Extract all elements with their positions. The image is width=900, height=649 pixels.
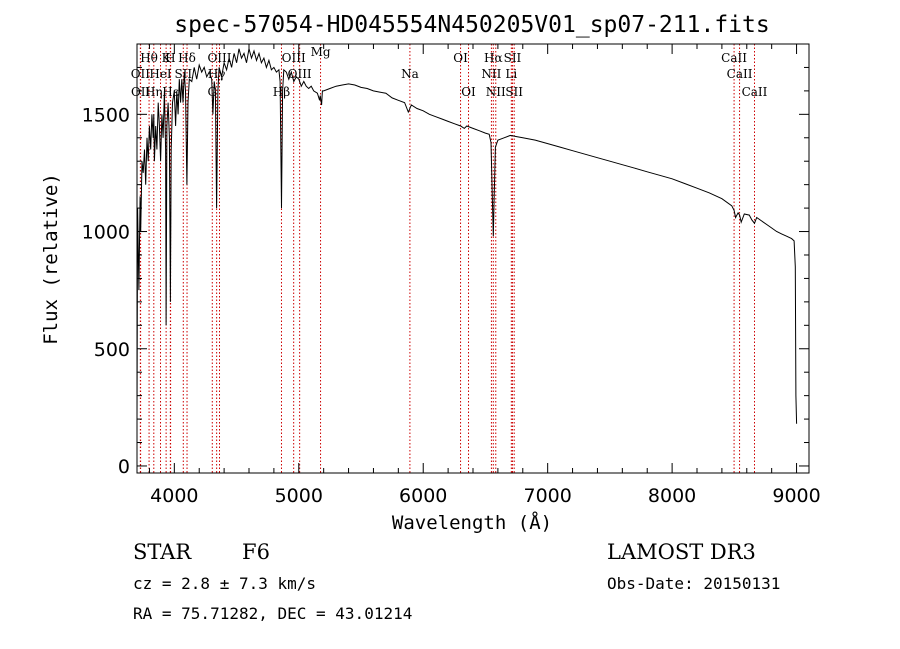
marker-label-15: Hβ xyxy=(273,85,290,99)
marker-label-6: HeI xyxy=(149,67,172,81)
x-axis-title: Wavelength (Å) xyxy=(392,511,552,534)
y-axis-title: Flux (relative) xyxy=(40,173,62,345)
marker-label-18: OI xyxy=(453,51,468,65)
marker-label-1: OII xyxy=(131,67,151,81)
x-tick-label-5: 9000 xyxy=(772,485,820,507)
marker-label-14: OIII xyxy=(288,67,312,81)
survey-name: LAMOST DR3 xyxy=(607,540,756,564)
y-tick-label-2: 1000 xyxy=(82,222,130,244)
object-subclass: F6 xyxy=(242,540,270,564)
plot-frame xyxy=(136,43,810,474)
line-marker-labels-group: HθOIIOIIHηKHHeIHεHδSIIOIIIHγGOIIIOIIIHβM… xyxy=(131,45,768,99)
marker-label-23: SII xyxy=(504,51,522,65)
marker-label-4: K xyxy=(162,51,172,65)
marker-label-3: Hη xyxy=(145,85,163,99)
x-tick-label-0: 4000 xyxy=(150,485,198,507)
marker-label-17: Na xyxy=(401,67,419,81)
ra-dec-coordinates: RA = 75.71282, DEC = 43.01214 xyxy=(133,604,412,623)
x-axis-ticks: 4000 5000 6000 7000 8000 9000 xyxy=(148,44,821,507)
y-axis-ticks: 0 500 1000 1500 xyxy=(82,66,809,478)
marker-label-10: OIII xyxy=(207,51,231,65)
marker-label-26: CaII xyxy=(721,51,747,65)
x-tick-label-4: 8000 xyxy=(648,485,696,507)
marker-label-0: Hθ xyxy=(140,51,158,65)
obs-date: Obs-Date: 20150131 xyxy=(607,574,780,593)
marker-label-21: NII xyxy=(481,67,501,81)
marker-label-2: OII xyxy=(131,85,151,99)
marker-label-19: OI xyxy=(461,85,476,99)
line-markers-group xyxy=(139,44,755,473)
marker-label-20: Hα xyxy=(484,51,503,65)
marker-label-28: CaII xyxy=(742,85,768,99)
marker-label-5: H xyxy=(165,51,175,65)
marker-label-9: SII xyxy=(174,67,192,81)
marker-label-13: OIII xyxy=(282,51,306,65)
y-tick-label-0: 0 xyxy=(118,456,130,478)
marker-label-22: NII xyxy=(486,85,506,99)
chart-title: spec-57054-HD045554N450205V01_sp07-211.f… xyxy=(174,12,769,38)
y-tick-label-1: 500 xyxy=(94,339,130,361)
y-tick-label-3: 1500 xyxy=(82,104,130,126)
x-tick-label-3: 7000 xyxy=(523,485,571,507)
marker-label-11: Hγ xyxy=(208,67,226,81)
object-class: STAR xyxy=(133,540,192,564)
x-tick-label-1: 5000 xyxy=(275,485,323,507)
redshift-cz: cz = 2.8 ± 7.3 km/s xyxy=(133,574,316,593)
marker-label-25: SII xyxy=(505,85,523,99)
marker-label-8: Hδ xyxy=(178,51,196,65)
marker-label-27: CaII xyxy=(727,67,753,81)
x-tick-label-2: 6000 xyxy=(399,485,447,507)
marker-label-24: Li xyxy=(505,67,517,81)
spectrum-series-line xyxy=(136,48,798,424)
marker-label-16: Mg xyxy=(311,45,331,59)
